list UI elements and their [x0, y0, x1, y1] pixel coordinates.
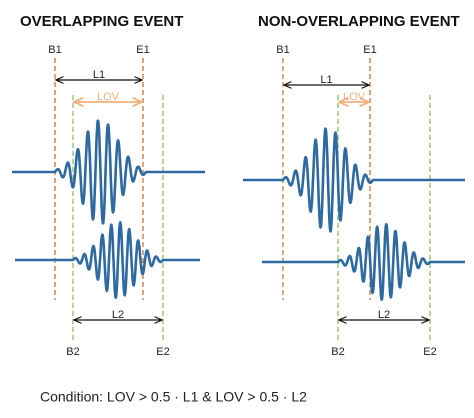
e1-label: E1	[136, 44, 149, 56]
wave-2	[262, 223, 465, 301]
b2-label: B2	[331, 346, 344, 358]
e2-label: E2	[156, 346, 169, 358]
l1-label: L1	[320, 74, 332, 86]
l2-label: L2	[112, 309, 124, 321]
e2-label: E2	[423, 346, 436, 358]
b1-label: B1	[276, 44, 289, 56]
lov-label: LOV	[97, 91, 120, 103]
e1-label: E1	[363, 44, 376, 56]
l1-label: L1	[93, 69, 105, 81]
b1-label: B1	[48, 44, 61, 56]
panel-title: NON-OVERLAPPING EVENT	[258, 13, 460, 30]
l2-label: L2	[378, 309, 390, 321]
wave-2	[15, 221, 200, 299]
panel-title: OVERLAPPING EVENT	[20, 13, 183, 30]
wave-1	[243, 127, 465, 233]
wave-1	[12, 119, 205, 225]
lov-label: LOV	[343, 91, 366, 103]
b2-label: B2	[66, 346, 79, 358]
condition: Condition: LOV > 0.5 · L1 & LOV > 0.5 · …	[40, 389, 307, 405]
